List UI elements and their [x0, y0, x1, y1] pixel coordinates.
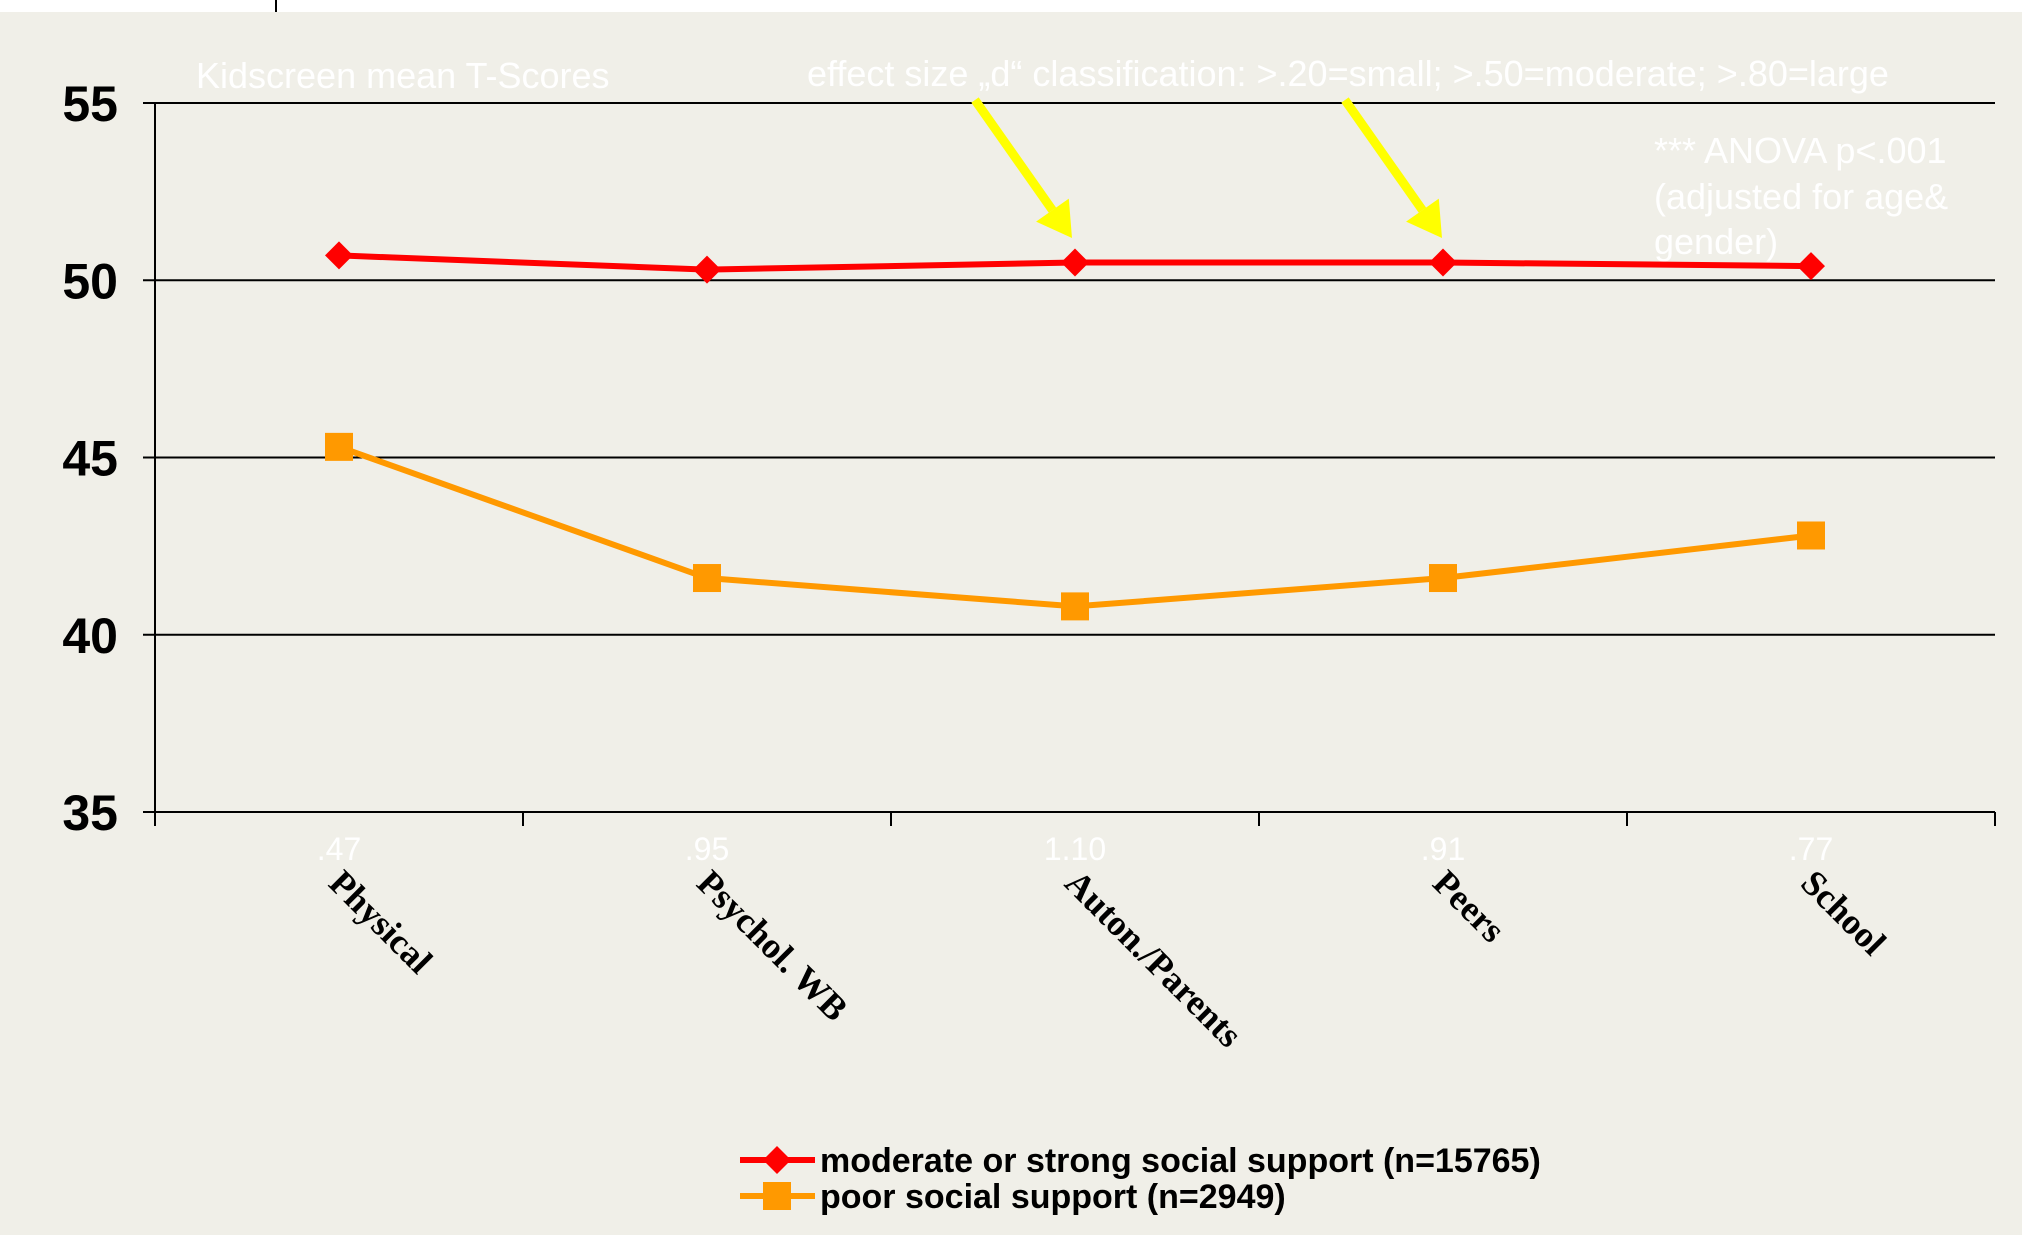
data-point [693, 564, 721, 593]
effect-size-note: effect size „d“ classification: >.20=sma… [807, 53, 1889, 94]
anova-note-line-1: *** ANOVA p<.001 [1654, 130, 1947, 171]
axes [143, 102, 1996, 826]
effect-size-label: .47 [317, 831, 361, 867]
data-point [1797, 252, 1825, 281]
effect-size-labels: .47 .95 1.10 .91 .77 [317, 831, 1833, 867]
data-point [325, 432, 353, 461]
y-tick-label: 35 [62, 785, 118, 841]
data-point [1061, 592, 1089, 621]
y-tick-label: 50 [62, 253, 118, 309]
effect-size-label: .91 [1421, 831, 1465, 867]
legend-label-poor: poor social support (n=2949) [820, 1178, 1286, 1216]
arrow-head [1036, 198, 1072, 238]
effect-size-label: .77 [1789, 831, 1833, 867]
y-tick-label: 55 [62, 76, 118, 132]
arrow-shaft [971, 97, 1057, 213]
arrow [1341, 97, 1442, 238]
chart-background [0, 12, 2022, 1235]
data-point [325, 241, 353, 270]
legend-marker [763, 1146, 791, 1174]
chart-title: Kidscreen mean T-Scores [196, 55, 610, 96]
arrow-head [1406, 198, 1442, 238]
legend-label-support: moderate or strong social support (n=157… [820, 1142, 1541, 1180]
data-point [693, 255, 721, 284]
series-0 [325, 241, 1825, 284]
y-tick-labels: 35 40 45 50 55 [62, 76, 118, 841]
arrows [971, 97, 1442, 238]
data-point [1429, 564, 1457, 593]
arrow-shaft [1341, 97, 1427, 213]
legend: moderate or strong social support (n=157… [740, 1142, 1541, 1216]
arrow [971, 97, 1072, 238]
effect-size-label: .95 [685, 831, 729, 867]
series-1 [325, 432, 1825, 621]
legend-symbol-support [740, 1146, 815, 1174]
y-tick-label: 45 [62, 431, 118, 487]
data-point [1061, 248, 1089, 277]
data-point [1429, 248, 1457, 277]
data-point [1797, 521, 1825, 550]
series-lines [325, 241, 1825, 621]
legend-marker [763, 1182, 791, 1210]
anova-note-line-3: gender) [1654, 221, 1778, 262]
effect-size-label: 1.10 [1044, 831, 1106, 867]
legend-symbol-poor [740, 1182, 815, 1210]
y-tick-label: 40 [62, 608, 118, 664]
anova-note-line-2: (adjusted for age& [1654, 176, 1948, 217]
